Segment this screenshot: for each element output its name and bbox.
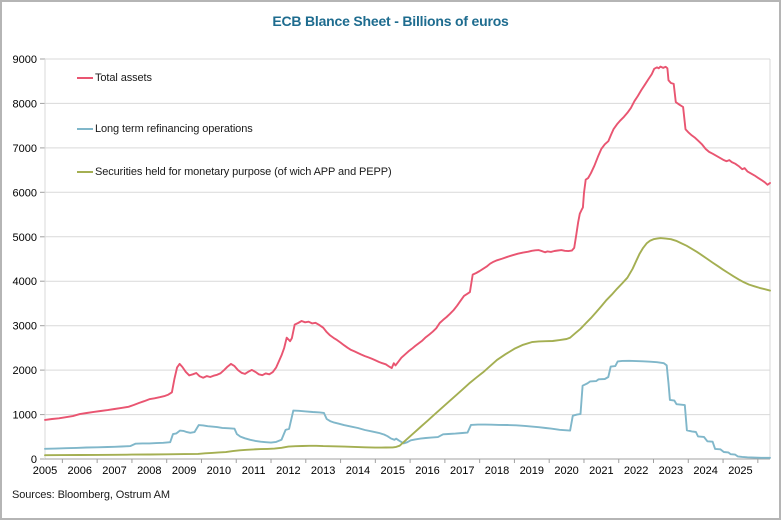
legend-label-securities: Securities held for monetary purpose (of… (95, 166, 392, 178)
legend-swatch-ltro (77, 128, 93, 130)
x-tick-label: 2015 (380, 465, 404, 477)
series-line-2 (44, 237, 771, 457)
x-tick-label: 2012 (276, 465, 300, 477)
x-tick-label: 2018 (485, 465, 509, 477)
x-tick-label: 2014 (346, 465, 370, 477)
series-line-1 (44, 359, 771, 459)
y-tick-label: 6000 (13, 187, 37, 199)
x-tick-label: 2020 (554, 465, 578, 477)
legend-label-total-assets: Total assets (95, 72, 152, 84)
legend-item-total-assets: Total assets (77, 72, 152, 84)
source-note: Sources: Bloomberg, Ostrum AM (12, 489, 170, 501)
x-tick-label: 2017 (450, 465, 474, 477)
x-tick-label: 2006 (68, 465, 92, 477)
chart-title: ECB Blance Sheet - Billions of euros (272, 13, 509, 29)
x-tick-label: 2016 (415, 465, 439, 477)
x-tick-label: 2010 (207, 465, 231, 477)
x-tick-label: 2005 (33, 465, 57, 477)
y-tick-label: 4000 (13, 276, 37, 288)
legend-item-ltro: Long term refinancing operations (77, 123, 253, 135)
y-tick-label: 7000 (13, 143, 37, 155)
x-tick-label: 2024 (693, 465, 717, 477)
y-tick-label: 5000 (13, 232, 37, 244)
y-tick-label: 8000 (13, 98, 37, 110)
legend-label-ltro: Long term refinancing operations (95, 123, 253, 135)
y-tick-label: 1000 (13, 410, 37, 422)
x-tick-label: 2022 (624, 465, 648, 477)
y-tick-label: 2000 (13, 365, 37, 377)
x-tick-label: 2011 (242, 465, 266, 477)
x-tick-label: 2008 (137, 465, 161, 477)
y-tick-label: 0 (31, 454, 37, 466)
x-tick-label: 2025 (728, 465, 752, 477)
x-tick-label: 2023 (659, 465, 683, 477)
x-tick-label: 2021 (589, 465, 613, 477)
legend-swatch-securities (77, 171, 93, 173)
y-tick-label: 3000 (13, 321, 37, 333)
x-tick-label: 2013 (311, 465, 335, 477)
legend-swatch-total-assets (77, 77, 93, 79)
series-line-0 (44, 65, 771, 421)
x-tick-label: 2009 (172, 465, 196, 477)
x-tick-label: 2019 (520, 465, 544, 477)
y-tick-label: 9000 (13, 54, 37, 66)
x-tick-label: 2007 (102, 465, 126, 477)
legend-item-securities: Securities held for monetary purpose (of… (77, 166, 392, 178)
